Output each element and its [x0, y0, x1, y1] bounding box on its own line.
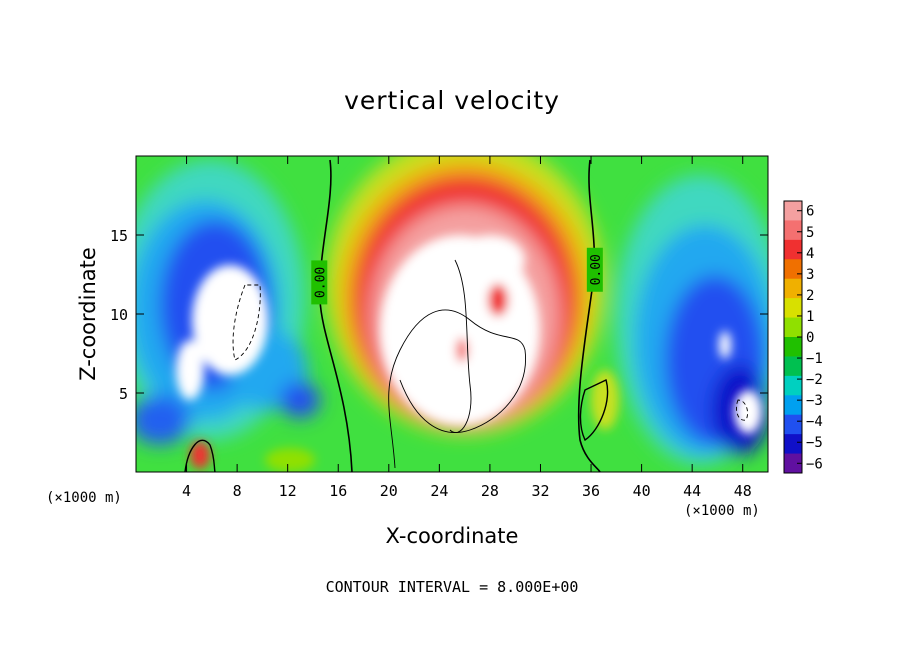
contour-label-bg	[311, 260, 328, 305]
colorbar-swatch	[784, 220, 802, 241]
colorbar-tick-label: 2	[806, 288, 814, 304]
colorbar-tick-label: −3	[806, 393, 823, 409]
colorbar-tick-label: 0	[806, 330, 814, 346]
colorbar-tick-label: 1	[806, 309, 814, 325]
x-tick-label: 24	[430, 482, 448, 500]
x-unit-label-right: (×1000 m)	[684, 503, 760, 519]
chart-title: vertical velocity	[344, 86, 560, 115]
colorbar-tick-label: −6	[806, 456, 823, 472]
x-tick-label: 16	[329, 482, 347, 500]
x-tick-label: 28	[481, 482, 499, 500]
y-axis: 5 10 15	[110, 227, 768, 403]
colorbar-swatch	[784, 259, 802, 280]
colorbar-tick-label: 6	[806, 204, 814, 220]
x-tick-label: 4	[182, 482, 191, 500]
colorbar-swatch	[784, 278, 802, 299]
colorbar-swatch	[784, 201, 802, 221]
contour-labels: 0.00 0.00	[311, 247, 604, 305]
x-tick-label: 44	[683, 482, 701, 500]
colorbar-tick-label: 5	[806, 225, 814, 241]
colorbar-swatch	[784, 453, 802, 474]
colorbar-tick-label: 4	[806, 246, 814, 262]
colorbar-tick-label: −4	[806, 414, 823, 430]
colorbar-tick-label: −2	[806, 372, 823, 388]
colorbar-swatch	[784, 317, 802, 338]
colorbar-tick-label: −5	[806, 435, 823, 451]
x-tick-label: 40	[633, 482, 651, 500]
x-tick-label: 32	[531, 482, 549, 500]
x-tick-label: 48	[734, 482, 752, 500]
y-tick-label: 15	[110, 227, 128, 245]
y-axis-label: Z-coordinate	[76, 247, 100, 381]
colorbar-swatch	[784, 337, 802, 357]
colorbar-swatch	[784, 395, 802, 416]
x-tick-label: 36	[582, 482, 600, 500]
colorbar: 6 5 4 3 2 1 0 −1 −2 −3 −4 −5 −6	[783, 200, 823, 474]
contour-label: 0.00	[313, 267, 328, 298]
colorbar-tick-label: −1	[806, 351, 823, 367]
y-tick-label: 5	[119, 385, 128, 403]
heatmap-field	[136, 156, 768, 472]
contour-label-bg	[586, 247, 603, 292]
contour-interval-note: CONTOUR INTERVAL = 8.000E+00	[325, 578, 579, 596]
colorbar-swatch	[784, 239, 802, 260]
x-axis: 4 8 12 16 20 24 28 32 36 40 44 48	[182, 156, 752, 500]
colorbar-swatch	[784, 298, 802, 319]
x-tick-label: 12	[279, 482, 297, 500]
colorbar-swatch	[784, 356, 802, 377]
y-tick-label: 10	[110, 306, 128, 324]
x-tick-label: 20	[380, 482, 398, 500]
colorbar-swatch	[784, 414, 802, 435]
x-tick-label: 8	[233, 482, 242, 500]
colorbar-tick-label: 3	[806, 267, 814, 283]
x-unit-label-left: (×1000 m)	[46, 490, 122, 506]
x-axis-label: X-coordinate	[385, 524, 519, 548]
colorbar-swatch	[784, 434, 802, 455]
contour-label: 0.00	[589, 254, 604, 285]
colorbar-swatch	[784, 375, 802, 396]
